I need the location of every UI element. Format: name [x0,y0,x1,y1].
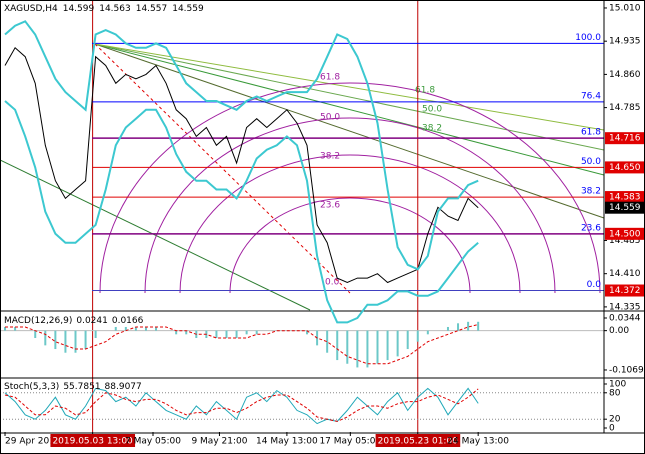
y-tick-label: 14.410 [609,269,641,279]
ohlc-value: 14.557 [136,4,168,14]
ohlc-value: 14.563 [99,4,131,14]
arc-label: 23.6 [320,201,340,211]
indicator-line [4,388,479,422]
x-label-highlight [375,434,461,447]
fib-arc [144,117,556,294]
fib-arc [99,82,601,294]
fib-level-name: 23.6 [581,223,601,233]
y-tick-label: 80 [609,388,621,398]
fan-label: 50.0 [422,105,442,115]
y-tick-label: 0 [609,423,615,433]
symbol: XAGUSD,H4 [4,4,58,14]
fan-label: 38.2 [422,124,442,134]
drawing-objects [0,43,605,311]
trend-line [0,159,311,311]
fib-arc [229,197,471,294]
price-box [605,191,645,204]
y-tick-label: 20 [609,415,621,425]
arc-label: 61.8 [320,73,340,83]
arc-label: 50.0 [320,113,340,123]
pane-header: XAGUSD,H4 14.599 14.563 14.557 14.559 [4,4,204,14]
y-tick-label: -0.1069 [609,365,644,375]
price-box [605,161,645,174]
x-tick-label: 14 May 13:00 [256,437,318,447]
fib-level-name: 38.2 [581,187,601,197]
x-tick-label: 7 May 05:00 [125,437,181,447]
arc-label: 38.2 [320,152,340,162]
indicator-name: Stoch(5,3,3) [4,382,59,392]
y-tick-label: 14.935 [609,37,641,47]
y-tick-label: 0.0344 [609,313,641,323]
fib-level-name: 100.0 [575,33,601,43]
ohlc-value: 14.599 [63,4,95,14]
price-box-label: 14.583 [609,193,641,203]
indicator-line [4,387,479,425]
indicator-reading: 0.0166 [112,316,144,326]
x-tick-label: 9 May 21:00 [191,437,247,447]
y-tick-label: 14.860 [609,70,641,80]
y-tick-label: 14.335 [609,302,641,312]
indicator-reading: 55.7851 [63,382,100,392]
ohlc-value: 14.559 [172,4,204,14]
price-box [605,284,645,297]
price-box-label: 14.372 [609,286,641,296]
price-box-label: 14.500 [609,229,641,239]
indicator-line [5,324,479,365]
fan-line [94,43,605,131]
fan-line [94,43,605,151]
y-tick-label: 14.485 [609,236,641,246]
arc-label: 0.0 [325,278,340,288]
indicator-reading: 0.0241 [76,316,108,326]
x-tick-label: 17 May 05:00 [319,437,381,447]
x-tick-label: 2019.05.23 01:00 [378,437,459,447]
indicator-name: MACD(12,26,9) [4,316,72,326]
fan-label: 61.8 [415,86,435,96]
last-price-label: 14.559 [609,203,641,213]
fib-arc [179,154,521,294]
pane-header: Stoch(5,3,3) 55.7851 88.9077 [4,382,142,392]
price-box [605,132,645,145]
x-tick-label: 2019.05.03 13:00 [52,437,133,447]
y-tick-label: 100 [609,379,626,389]
price-line [4,47,479,284]
price-box-label: 14.650 [609,163,641,173]
x-tick-label: 24 May 13:00 [447,437,509,447]
y-tick-label: 15.010 [609,3,641,13]
indicator-reading: 88.9077 [105,382,142,392]
indicator-line [4,20,479,271]
y-tick-label: 0.00 [609,326,629,336]
fib-level-name: 50.0 [581,157,601,167]
pane-header: MACD(12,26,9) 0.0241 0.0166 [4,316,144,326]
fib-level-name: 61.8 [581,128,601,138]
x-tick-label: 29 Apr 2019 [5,437,61,447]
fib-level-name: 0.0 [587,280,602,290]
price-box-label: 14.716 [609,134,641,144]
x-label-highlight [50,434,136,447]
y-tick-label: 14.785 [609,103,641,113]
indicator-line [4,100,479,324]
price-box [605,227,645,240]
fib-level-name: 76.4 [581,91,601,101]
last-price-box [605,201,645,214]
fan-line [94,43,605,176]
